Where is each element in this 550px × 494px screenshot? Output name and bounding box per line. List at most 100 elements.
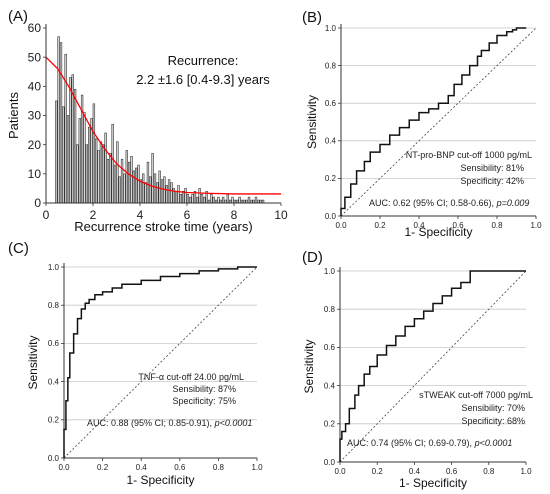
histogram-bar — [142, 173, 145, 204]
histogram-bar — [85, 144, 88, 204]
x-tick-label: 0.4 — [413, 221, 425, 230]
y-tick-label: 0.4 — [324, 381, 336, 390]
histogram-bar — [66, 115, 70, 204]
roc-curve — [339, 270, 526, 462]
auc-value: AUC: 0.74 (95% CI; 0.69-0.79), — [347, 438, 475, 448]
histogram-bar — [116, 141, 119, 204]
histogram-bar — [182, 191, 185, 204]
histogram-bar — [76, 144, 79, 204]
cutoff-label: sTWEAK cut-off 7000 pg/mL — [419, 390, 533, 400]
histogram-bar — [203, 196, 206, 204]
y-tick-label: 0.2 — [48, 416, 60, 425]
annotation-line-1: Recurrence: — [168, 53, 239, 68]
histogram-bar — [226, 193, 229, 204]
y-axis-label: Sensitivity — [305, 95, 319, 149]
p-value: p=0.009 — [496, 198, 530, 208]
histogram-bar — [210, 193, 213, 204]
reference-diagonal — [63, 266, 258, 459]
histogram-bar — [95, 138, 98, 204]
y-axis-label: Sensitivity — [26, 335, 40, 389]
histogram-bar — [88, 126, 91, 204]
x-tick-label: 0.0 — [334, 467, 346, 476]
histogram-bar — [127, 161, 131, 204]
y-tick-label: 40 — [28, 80, 42, 94]
panel-label: (C) — [8, 240, 29, 257]
histogram-bar — [165, 185, 168, 204]
histogram-bar — [177, 185, 180, 204]
histogram-bar — [113, 164, 117, 204]
p-value: p<0.0001 — [214, 418, 253, 428]
histogram-bar — [247, 196, 251, 204]
roc-curve — [340, 27, 527, 216]
histogram-bar — [137, 164, 140, 204]
histogram-bar — [135, 167, 138, 204]
histogram-bar — [59, 42, 63, 204]
reference-diagonal — [339, 270, 527, 463]
sensibility-label: Sensibility: 70% — [461, 403, 525, 413]
histogram-bar — [130, 156, 133, 204]
histogram-bar — [102, 144, 105, 204]
histogram-bar — [111, 123, 114, 204]
x-tick-label: 0.6 — [452, 221, 464, 230]
y-tick-label: 0.6 — [325, 99, 337, 108]
panel-b: (B) 0.0 0.2 0.4 0.6 0.8 1.0 0.0 0.2 0.4 0.6 0.8 1.0 1… — [302, 9, 542, 239]
histogram-bar — [186, 193, 190, 204]
histogram-bar — [144, 182, 147, 204]
x-tick-label: 0.2 — [374, 221, 386, 230]
y-tick-label: 0.2 — [324, 420, 336, 429]
histogram-bar — [125, 150, 128, 204]
x-tick-label: 1.0 — [251, 463, 263, 472]
y-tick-label: 0.6 — [48, 339, 60, 348]
x-tick-label: 0 — [43, 208, 50, 222]
histogram-bar — [109, 153, 112, 204]
histogram-bar — [120, 158, 124, 204]
x-tick-label: 1.0 — [530, 221, 542, 230]
histogram-bar — [153, 173, 157, 204]
histogram-bar — [174, 191, 178, 204]
histogram-bar — [62, 106, 65, 204]
y-axis-label: Sensitivity — [302, 339, 316, 393]
y-tick-label: 0.0 — [48, 454, 60, 463]
x-tick-label: 8 — [231, 208, 238, 222]
histogram-bar — [184, 188, 187, 204]
x-tick-label: 4 — [137, 208, 144, 222]
histogram-bar — [198, 188, 201, 204]
histogram-bar — [104, 132, 107, 204]
y-tick-label: 1.0 — [48, 263, 60, 272]
histogram-bar — [69, 77, 72, 204]
histogram-bar — [57, 36, 60, 204]
histogram-bar — [64, 53, 67, 204]
histogram-bar — [167, 179, 171, 204]
cutoff-label: NT-pro-BNP cut-off 1000 pg/mL — [406, 150, 532, 160]
histogram-bar — [118, 176, 121, 204]
y-tick-label: 30 — [28, 109, 42, 123]
y-tick-label: 60 — [28, 21, 42, 35]
specificity-label: Specificity: 68% — [461, 416, 525, 426]
histogram-bar — [97, 150, 100, 204]
panel-label: (A) — [8, 8, 28, 25]
sensibility-label: Sensibility: 81% — [460, 163, 524, 173]
y-tick-label: 20 — [28, 138, 42, 152]
y-tick-label: 1.0 — [324, 267, 336, 276]
histogram-bar — [191, 193, 194, 204]
x-tick-label: 6 — [184, 208, 191, 222]
panel-label: (B) — [302, 9, 322, 26]
cutoff-label: TNF-α cut-off 24.00 pg/mL — [138, 372, 244, 382]
histogram-bar — [92, 103, 96, 204]
p-value: p<0.0001 — [474, 438, 513, 448]
x-tick-label: 0.8 — [483, 467, 495, 476]
panel-label: (D) — [302, 249, 323, 266]
histogram-bar — [123, 173, 126, 204]
panel-d: (D) 0.0 0.2 0.4 0.6 0.8 1.0 0.0 0.2 0.4 0.6 0.8 1.0 1… — [302, 249, 533, 490]
sensibility-label: Sensibility: 87% — [172, 384, 236, 394]
panel-a: (A) 0 10 20 30 40 50 60 0 2 4 6 8 10 Recurrence stroke… — [6, 8, 288, 234]
histogram-bar — [158, 170, 161, 204]
x-tick-label: 0.2 — [97, 463, 109, 472]
histogram-bar — [99, 141, 103, 204]
y-tick-label: 1.0 — [325, 24, 337, 33]
histogram-bar — [217, 196, 220, 204]
x-tick-label: 0.0 — [335, 221, 347, 230]
specificity-label: Specificity: 42% — [460, 176, 524, 186]
x-axis-label: Recurrence stroke time (years) — [74, 219, 252, 234]
